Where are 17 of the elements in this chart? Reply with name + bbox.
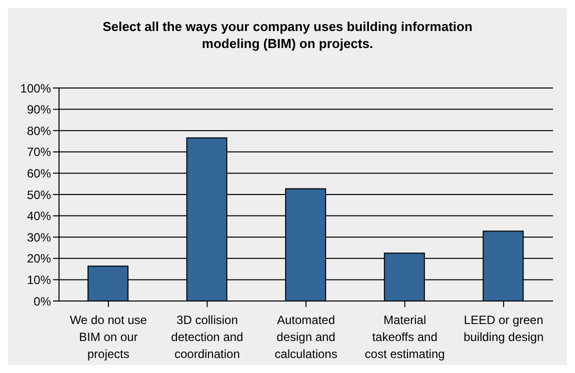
y-tick-label: 100%: [20, 81, 52, 96]
x-tick-label: Material takeoffs and cost estimating: [364, 313, 445, 361]
y-tick-label: 60%: [26, 166, 52, 180]
x-tick-label: Automated design and calculations: [274, 313, 338, 361]
y-tick-label: 10%: [26, 272, 52, 287]
x-tick-label: 3D collision detection and coordination: [171, 313, 244, 361]
y-tick-label: 30%: [26, 230, 52, 244]
x-tick-label: LEED or green building design: [464, 313, 544, 344]
y-tick-label: 50%: [26, 188, 52, 202]
chart-title: Select all the ways your company uses building information modeling (BIM) on projects.: [102, 18, 474, 52]
y-tick-label: 20%: [26, 252, 52, 266]
x-tick-label: We do not use BIM on our projects: [70, 313, 148, 361]
y-tick-label: 70%: [26, 145, 52, 160]
y-tick-label: 80%: [26, 124, 52, 138]
y-tick-label: 90%: [26, 102, 52, 117]
y-tick-label: 40%: [26, 209, 52, 224]
y-tick-label: 0%: [34, 294, 52, 308]
